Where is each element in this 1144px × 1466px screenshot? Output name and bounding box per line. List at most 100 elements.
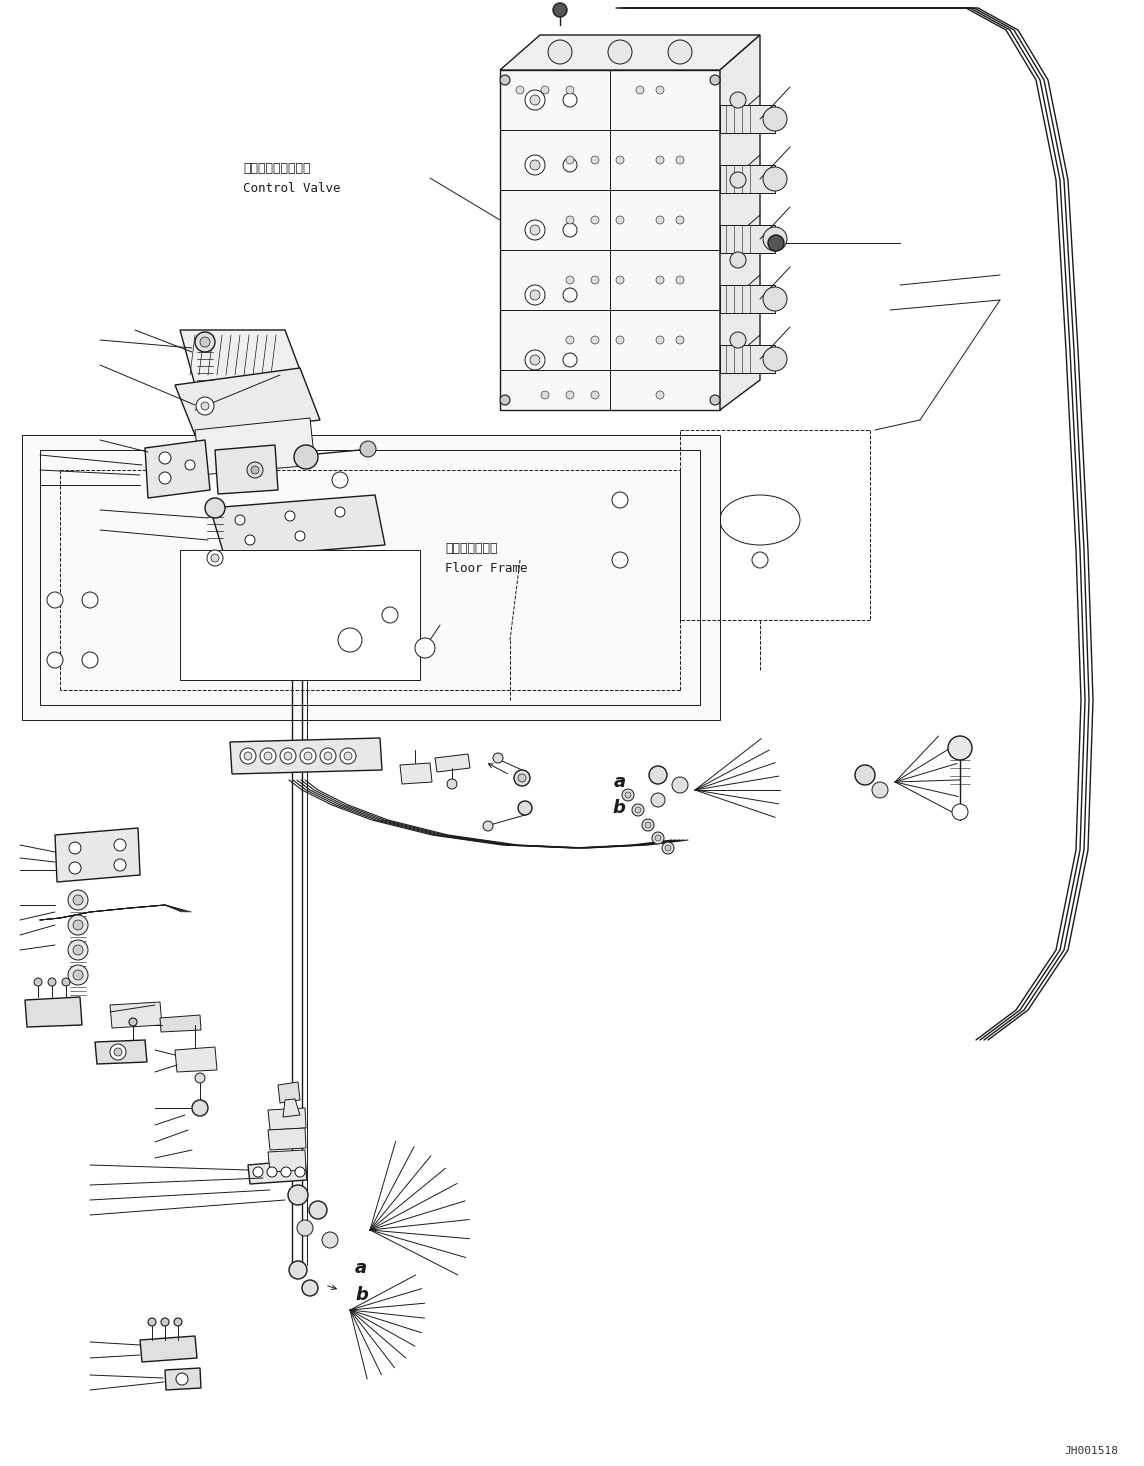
- Circle shape: [73, 921, 84, 929]
- Circle shape: [563, 158, 577, 172]
- Circle shape: [483, 821, 493, 831]
- Bar: [720, 166, 774, 194]
- Circle shape: [525, 155, 545, 174]
- Circle shape: [247, 462, 263, 478]
- Circle shape: [635, 806, 641, 814]
- Circle shape: [548, 40, 572, 65]
- Bar: [720, 106, 774, 133]
- Circle shape: [530, 160, 540, 170]
- Circle shape: [676, 276, 684, 284]
- Circle shape: [525, 350, 545, 369]
- Circle shape: [194, 331, 215, 352]
- Polygon shape: [22, 435, 720, 720]
- Circle shape: [185, 460, 194, 471]
- Circle shape: [662, 841, 674, 855]
- Circle shape: [304, 752, 312, 759]
- Circle shape: [525, 220, 545, 240]
- Circle shape: [207, 550, 223, 566]
- Circle shape: [192, 1100, 208, 1116]
- Circle shape: [245, 535, 255, 545]
- Circle shape: [615, 155, 623, 164]
- Circle shape: [763, 347, 787, 371]
- Circle shape: [615, 276, 623, 284]
- Circle shape: [159, 472, 170, 484]
- Circle shape: [730, 331, 746, 347]
- Text: コントロールバルブ: コントロールバルブ: [243, 161, 310, 174]
- Circle shape: [649, 767, 667, 784]
- Circle shape: [47, 652, 63, 668]
- Circle shape: [563, 353, 577, 366]
- Circle shape: [335, 507, 345, 517]
- Circle shape: [530, 290, 540, 301]
- Circle shape: [48, 978, 56, 987]
- Circle shape: [300, 748, 316, 764]
- Circle shape: [763, 107, 787, 130]
- Circle shape: [194, 1073, 205, 1083]
- Bar: [720, 345, 774, 372]
- Circle shape: [615, 336, 623, 345]
- Circle shape: [530, 95, 540, 106]
- Bar: [720, 284, 774, 314]
- Circle shape: [566, 276, 574, 284]
- Circle shape: [382, 607, 398, 623]
- Circle shape: [235, 515, 245, 525]
- Circle shape: [200, 337, 210, 347]
- Circle shape: [82, 652, 98, 668]
- Polygon shape: [110, 1001, 162, 1028]
- Circle shape: [500, 394, 510, 405]
- Circle shape: [607, 40, 631, 65]
- Text: Control Valve: Control Valve: [243, 182, 341, 195]
- Circle shape: [563, 92, 577, 107]
- Polygon shape: [165, 1368, 201, 1390]
- Circle shape: [148, 1318, 156, 1327]
- Circle shape: [710, 75, 720, 85]
- Circle shape: [67, 965, 88, 985]
- Circle shape: [763, 287, 787, 311]
- Circle shape: [872, 781, 888, 798]
- Circle shape: [297, 1220, 313, 1236]
- Circle shape: [591, 336, 599, 345]
- Circle shape: [631, 803, 644, 817]
- Circle shape: [309, 1201, 327, 1220]
- Circle shape: [69, 862, 81, 874]
- Circle shape: [340, 748, 356, 764]
- Circle shape: [636, 86, 644, 94]
- Circle shape: [281, 1167, 291, 1177]
- Circle shape: [285, 512, 295, 520]
- Circle shape: [541, 391, 549, 399]
- Circle shape: [763, 167, 787, 191]
- Polygon shape: [55, 828, 140, 883]
- Circle shape: [47, 592, 63, 608]
- Circle shape: [73, 896, 84, 905]
- Text: フロアフレーム: フロアフレーム: [445, 541, 498, 554]
- Circle shape: [260, 748, 276, 764]
- Circle shape: [161, 1318, 169, 1327]
- Polygon shape: [268, 1108, 305, 1130]
- Circle shape: [730, 92, 746, 108]
- Circle shape: [656, 336, 664, 345]
- Circle shape: [280, 748, 296, 764]
- Circle shape: [763, 227, 787, 251]
- Circle shape: [563, 287, 577, 302]
- Circle shape: [553, 3, 567, 18]
- Circle shape: [566, 86, 574, 94]
- Circle shape: [566, 391, 574, 399]
- Circle shape: [295, 531, 305, 541]
- Circle shape: [514, 770, 530, 786]
- Circle shape: [295, 1167, 305, 1177]
- Circle shape: [645, 822, 651, 828]
- Circle shape: [730, 252, 746, 268]
- Circle shape: [210, 554, 219, 561]
- Circle shape: [530, 355, 540, 365]
- Circle shape: [525, 89, 545, 110]
- Circle shape: [67, 940, 88, 960]
- Circle shape: [114, 839, 126, 850]
- Circle shape: [676, 336, 684, 345]
- Polygon shape: [230, 737, 382, 774]
- Polygon shape: [400, 762, 432, 784]
- Circle shape: [114, 859, 126, 871]
- Circle shape: [518, 800, 532, 815]
- Circle shape: [710, 394, 720, 405]
- Circle shape: [253, 1167, 263, 1177]
- Circle shape: [62, 978, 70, 987]
